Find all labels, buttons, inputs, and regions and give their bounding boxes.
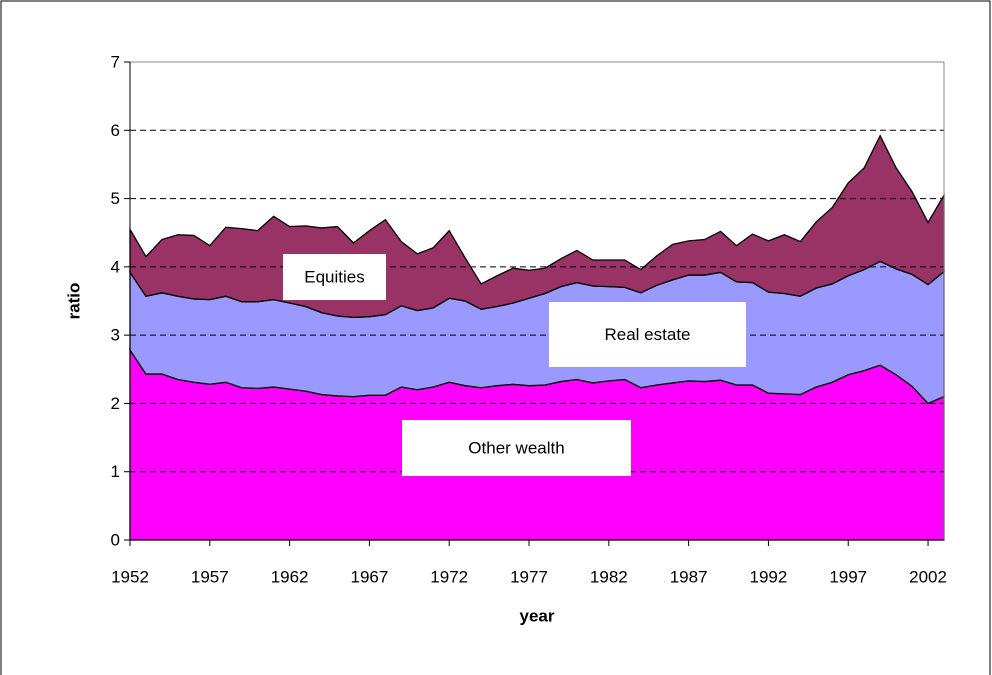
y-tick-label: 6 (111, 121, 120, 140)
y-tick-label: 5 (111, 189, 120, 208)
x-tick-label: 1972 (430, 567, 468, 586)
x-tick-label: 1952 (111, 567, 149, 586)
x-tick-label: 1987 (670, 567, 708, 586)
plot-area (129, 129, 945, 541)
y-tick-label: 7 (111, 52, 120, 71)
x-axis-label: year (520, 606, 555, 625)
x-tick-label: 1982 (590, 567, 628, 586)
x-tick-label: 1992 (750, 567, 788, 586)
x-tick-label: 1967 (350, 567, 388, 586)
series-label-box (402, 420, 631, 476)
y-tick-label: 2 (111, 394, 120, 413)
series-label: Other wealth (468, 438, 564, 457)
x-tick-label: 1957 (191, 567, 229, 586)
series-label-box (549, 302, 746, 367)
series-label-box (283, 254, 386, 300)
y-tick-label: 0 (111, 530, 120, 549)
x-tick-label: 1977 (510, 567, 548, 586)
x-tick-label: 1997 (829, 567, 867, 586)
y-tick-label: 3 (111, 326, 120, 345)
x-tick-label: 1962 (271, 567, 309, 586)
y-tick-label: 1 (111, 462, 120, 481)
x-tick-label: 2002 (909, 567, 947, 586)
y-tick-label: 4 (111, 257, 120, 276)
series-label: Real estate (605, 325, 691, 344)
series-label: Equities (304, 267, 364, 286)
y-axis-label: ratio (64, 283, 83, 320)
